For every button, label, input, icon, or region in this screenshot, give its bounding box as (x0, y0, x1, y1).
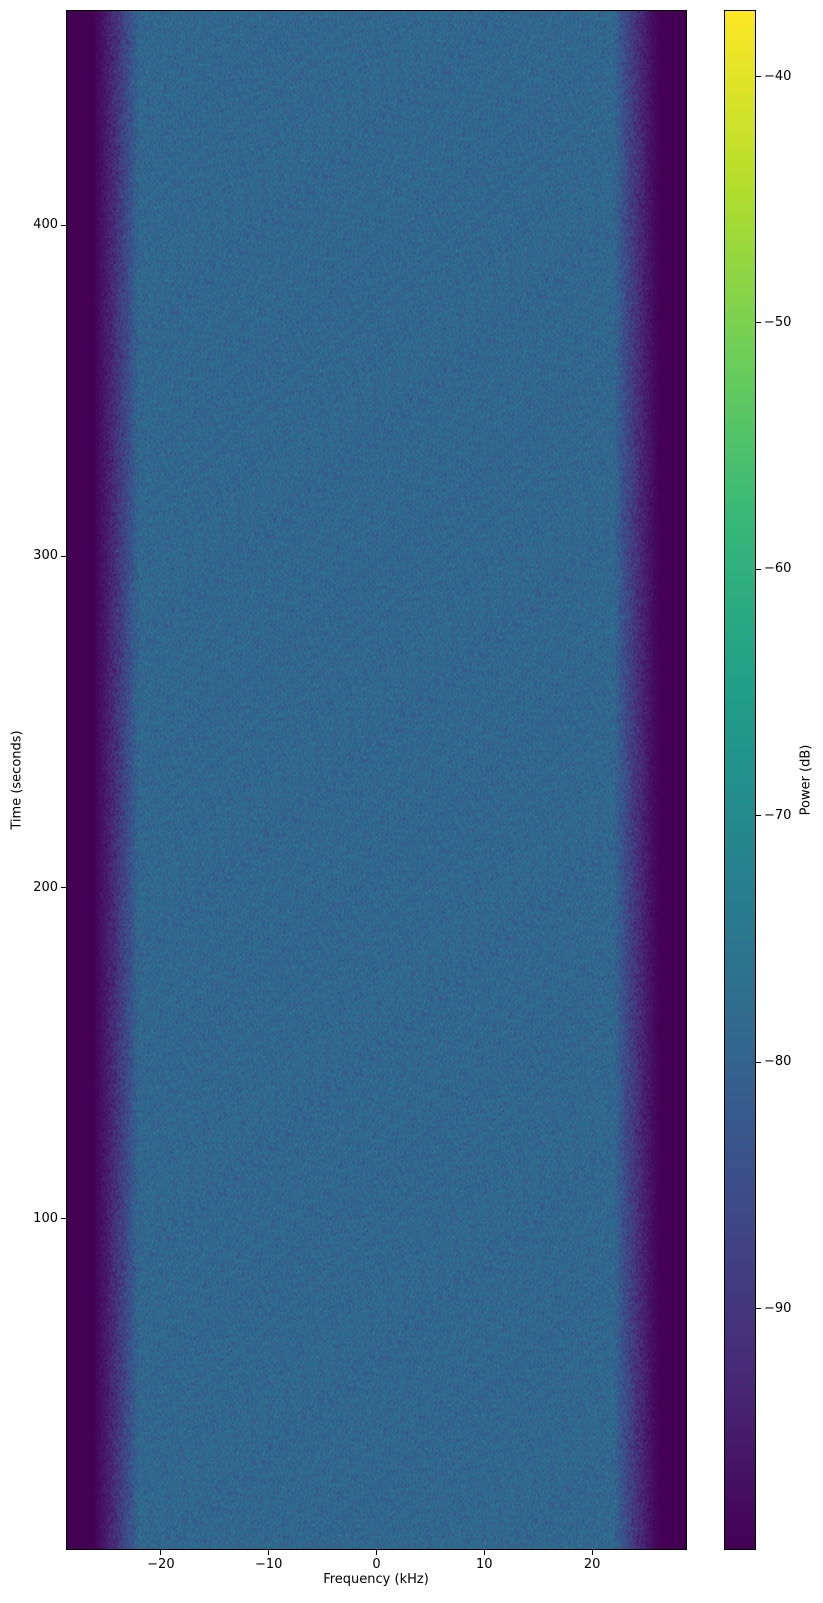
colorbar (724, 10, 756, 1550)
y-tick-mark (61, 1218, 66, 1220)
colorbar-tick-label: −60 (764, 561, 792, 577)
colorbar-tick-label: −70 (764, 807, 792, 823)
colorbar-tick-mark (756, 76, 761, 78)
y-tick-mark (61, 887, 66, 889)
x-tick-mark (591, 1550, 593, 1555)
spectrogram-image (66, 10, 687, 1550)
colorbar-tick-label: −50 (764, 314, 792, 330)
x-tick-mark (483, 1550, 485, 1555)
y-axis-label: Time (seconds) (9, 730, 25, 830)
colorbar-label: Power (dB) (798, 744, 814, 816)
y-tick-label: 300 (33, 548, 58, 564)
y-tick-label: 200 (33, 879, 58, 895)
x-tick-label: 20 (583, 1557, 601, 1572)
x-tick-label: 0 (372, 1557, 381, 1572)
colorbar-tick-mark (756, 1308, 761, 1310)
colorbar-tick-mark (756, 1061, 761, 1063)
x-tick-mark (376, 1550, 377, 1555)
y-tick-label: 100 (33, 1210, 58, 1226)
x-axis-label: Frequency (kHz) (323, 1572, 429, 1587)
colorbar-tick-label: −90 (764, 1300, 792, 1316)
y-tick-mark (61, 224, 66, 226)
colorbar-tick-mark (756, 568, 761, 570)
x-tick-label: −20 (147, 1557, 175, 1572)
x-tick-label: 10 (476, 1557, 493, 1572)
y-tick-mark (61, 555, 66, 557)
x-tick-label: −10 (254, 1557, 283, 1572)
colorbar-tick-mark (756, 815, 761, 817)
x-tick-mark (160, 1550, 162, 1555)
colorbar-tick-mark (756, 322, 761, 324)
plot-axes (66, 10, 687, 1550)
colorbar-tick-label: −40 (764, 68, 792, 84)
colorbar-tick-label: −80 (764, 1054, 792, 1070)
x-tick-mark (268, 1550, 270, 1555)
y-tick-label: 400 (33, 217, 58, 233)
